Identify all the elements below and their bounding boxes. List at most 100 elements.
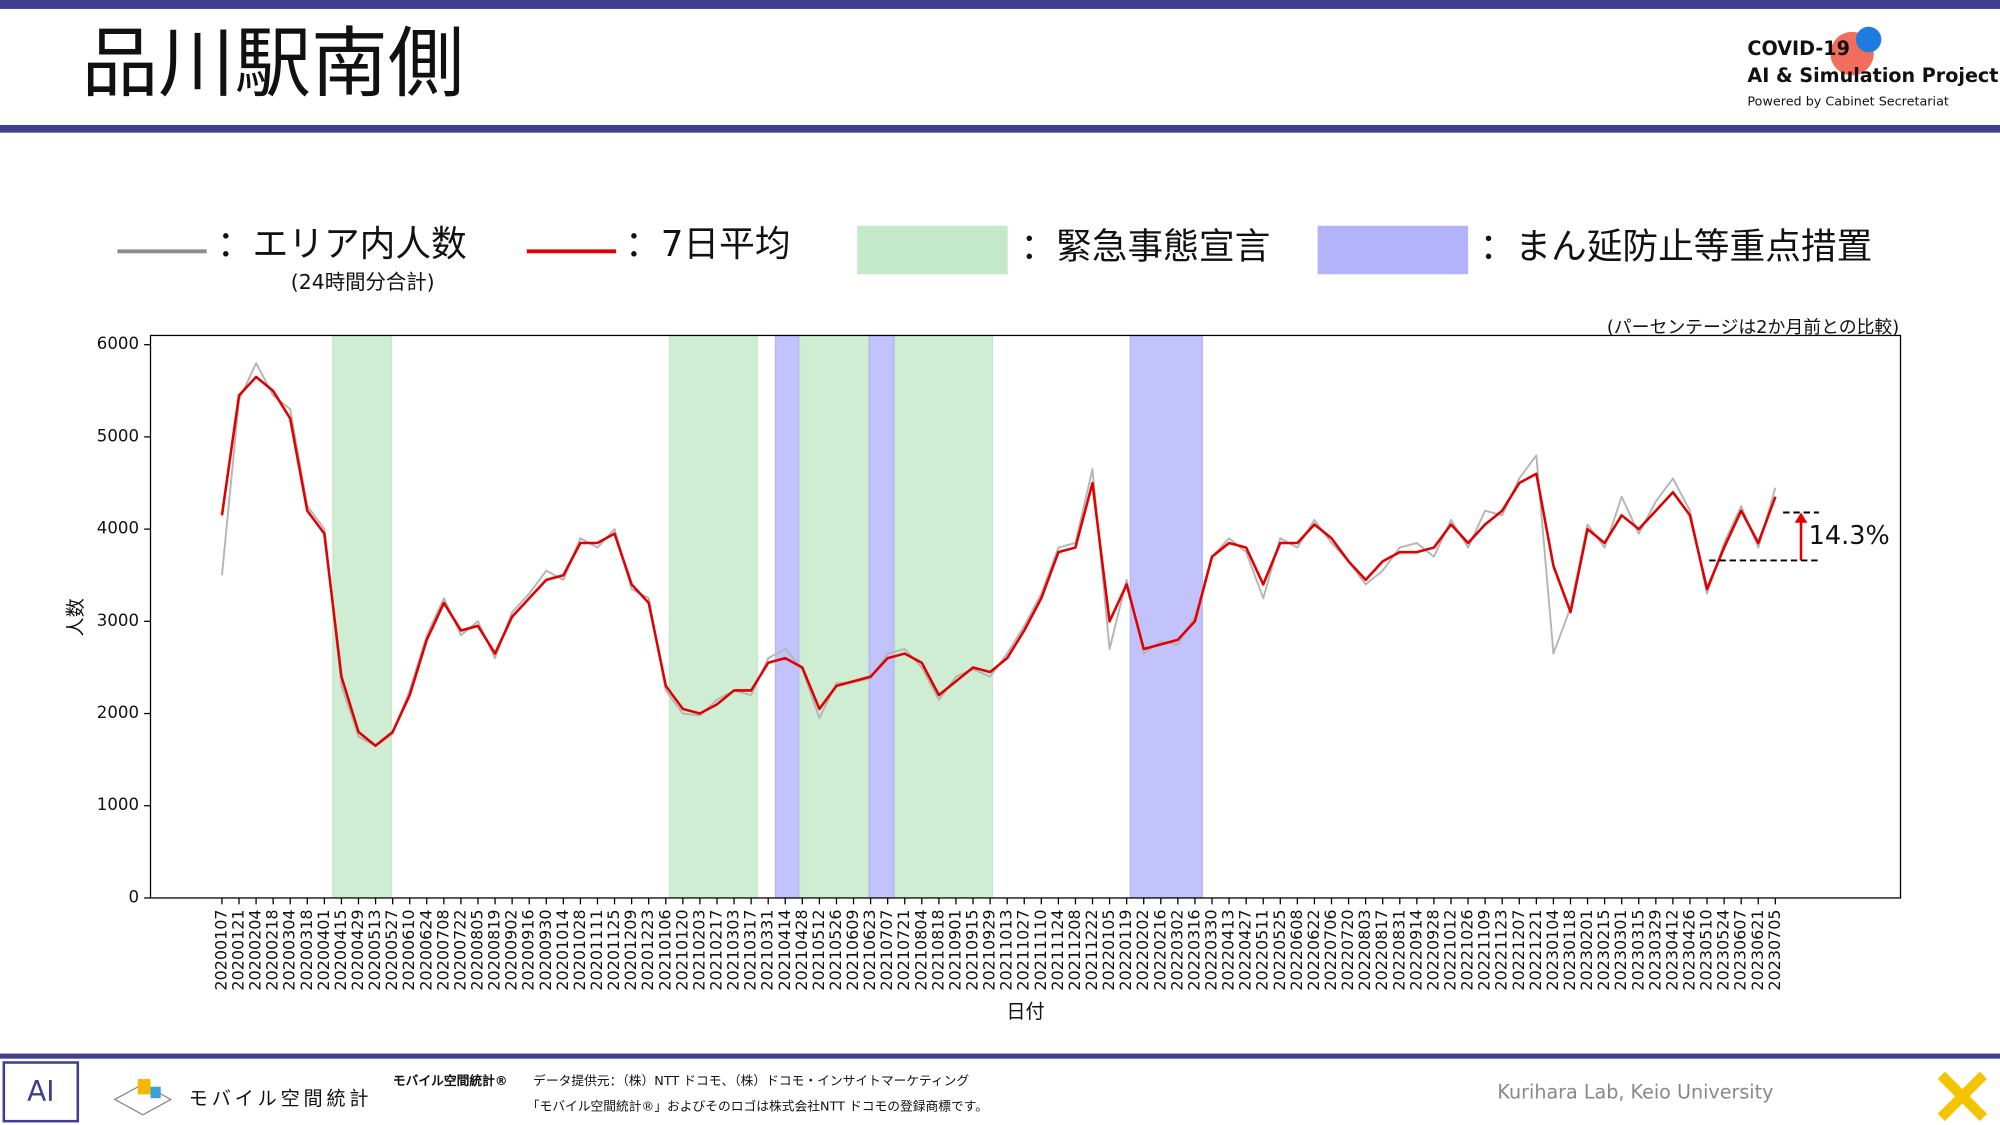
- x-tick-label: 20230524: [1714, 909, 1733, 990]
- footer-x-logo: [1937, 1071, 1988, 1121]
- x-tick-label: 20220427: [1236, 909, 1255, 990]
- x-tick-label: 20221012: [1440, 909, 1459, 990]
- series-line: [220, 362, 1777, 747]
- y-axis-label: 人数: [64, 598, 87, 636]
- x-tick-label: 20220302: [1167, 909, 1186, 990]
- x-tick-label: 20201223: [638, 909, 657, 990]
- chart: ：エリア内人数 (24時間分合計) ：7日平均 ：緊急事態宣言 ：まん延防止等重点措置 (…: [64, 224, 1902, 1023]
- period-band: [799, 334, 869, 899]
- x-tick-label: 20221123: [1492, 909, 1511, 990]
- legend-label: ：エリア内人数: [217, 224, 467, 265]
- x-tick-label: 20230315: [1628, 909, 1647, 990]
- x-tick-label: 20230705: [1765, 909, 1784, 990]
- x-tick-label: 20200805: [467, 909, 486, 990]
- footer-trademark: 「モバイル空間統計®」およびそのロゴは株式会社NTT ドコモの登録商標です。: [527, 1099, 988, 1115]
- x-tick-label: 20210120: [672, 909, 691, 990]
- x-tick-label: 20210609: [843, 909, 862, 990]
- mobile-logo-block: [150, 1086, 161, 1099]
- x-tick-label: 20220928: [1423, 909, 1442, 990]
- x-tick-label: 20200902: [502, 909, 521, 990]
- x-tick-label: 20210721: [894, 909, 913, 990]
- x-tick-label: 20211027: [1014, 909, 1033, 990]
- x-tick-label: 20221207: [1509, 909, 1528, 990]
- x-tick-label: 20230412: [1662, 909, 1681, 990]
- x-tick-label: 20211124: [1048, 909, 1067, 990]
- x-tick-label: 20230201: [1577, 909, 1596, 990]
- legend-swatch: [857, 225, 1008, 275]
- y-tick-label: 6000: [97, 334, 139, 353]
- legend-note: (24時間分合計): [291, 270, 435, 294]
- x-tick-label: 20221221: [1526, 909, 1545, 990]
- x-tick-label: 20230215: [1594, 909, 1613, 990]
- x-tick-label: 20220817: [1372, 909, 1391, 990]
- y-tick-label: 3000: [97, 611, 139, 630]
- period-band: [332, 334, 393, 899]
- x-tick-label: 20220525: [1270, 909, 1289, 990]
- x-tick-label: 20201111: [587, 909, 606, 990]
- x-tick-label: 20200527: [382, 909, 401, 990]
- x-tick-label: 20230118: [1560, 909, 1579, 990]
- x-tick-label: 20200722: [450, 909, 469, 990]
- header-bar: [0, 125, 2000, 133]
- series-line: [220, 375, 1777, 748]
- x-tick-label: 20201125: [604, 909, 623, 990]
- footer-credit: Kurihara Lab, Keio University: [1497, 1081, 1773, 1104]
- x-tick-label: 20211013: [997, 909, 1016, 990]
- plot-frame: [149, 334, 1902, 899]
- x-tick-label: 20230104: [1543, 909, 1562, 990]
- x-tick-label: 20200708: [433, 909, 452, 990]
- x-tick-label: 20210203: [689, 909, 708, 990]
- x-tick-label: 20200204: [246, 909, 265, 990]
- x-tick-label: 20210331: [758, 909, 777, 990]
- x-tick-label: 20211208: [1065, 909, 1084, 990]
- logo-subtitle: AI & Simulation Project: [1747, 64, 1998, 87]
- ai-logo: [2, 1061, 80, 1123]
- period-band: [1129, 334, 1203, 899]
- mobile-logo-block: [137, 1079, 151, 1095]
- legend-label: ：緊急事態宣言: [1020, 227, 1270, 268]
- x-tick-label: 20200930: [536, 909, 555, 990]
- x-tick-label: 20210317: [741, 909, 760, 990]
- x-axis-label: 日付: [1006, 1000, 1044, 1023]
- x-tick-label: 20200819: [485, 909, 504, 990]
- x-tick-label: 20230329: [1645, 909, 1664, 990]
- footer-logo-text: モバイル空間統計: [189, 1087, 373, 1110]
- ai-logo-text: AI: [27, 1075, 54, 1108]
- footer-bar: [0, 1053, 2000, 1059]
- legend-label: ：まん延防止等重点措置: [1480, 227, 1873, 268]
- annotation-arrowhead: [1794, 512, 1808, 523]
- x-tick-label: 20200610: [399, 909, 418, 990]
- x-tick-label: 20200107: [211, 909, 230, 990]
- x-tick-label: 20220105: [1099, 909, 1118, 990]
- y-tick-label: 4000: [97, 519, 139, 538]
- x-tick-label: 20210106: [655, 909, 674, 990]
- x-tick-label: 20220831: [1389, 909, 1408, 990]
- period-band: [668, 334, 758, 899]
- period-band: [774, 334, 800, 899]
- x-tick-label: 20201028: [570, 909, 589, 990]
- y-tick-label: 0: [128, 887, 139, 906]
- x-tick-label: 20220914: [1406, 909, 1425, 990]
- x-tick-label: 20210623: [860, 909, 879, 990]
- x-tick-label: 20200304: [280, 909, 299, 990]
- x-tick-label: 20200415: [331, 909, 350, 990]
- x-tick-label: 20201014: [553, 909, 572, 990]
- x-tick-label: 20220330: [1202, 909, 1221, 990]
- x-tick-label: 20200121: [229, 909, 248, 990]
- x-tick-label: 20200401: [314, 909, 333, 990]
- x-tick-label: 20220316: [1184, 909, 1203, 990]
- legend-label: ：7日平均: [625, 224, 791, 265]
- chart-note: (パーセンテージは2か月前との比較): [1607, 317, 1899, 338]
- y-tick-label: 5000: [97, 426, 139, 445]
- x-tick-label: 20210915: [963, 909, 982, 990]
- x-tick-label: 20210901: [945, 909, 964, 990]
- period-band: [868, 334, 895, 899]
- x-tick-label: 20200624: [416, 909, 435, 990]
- logo-dot: [1855, 26, 1882, 53]
- x-tick-label: 20210217: [706, 909, 725, 990]
- x-tick-label: 20210414: [775, 909, 794, 990]
- x-tick-label: 20220706: [1321, 909, 1340, 990]
- legend-swatch: [1317, 225, 1469, 275]
- x-tick-label: 20210929: [980, 909, 999, 990]
